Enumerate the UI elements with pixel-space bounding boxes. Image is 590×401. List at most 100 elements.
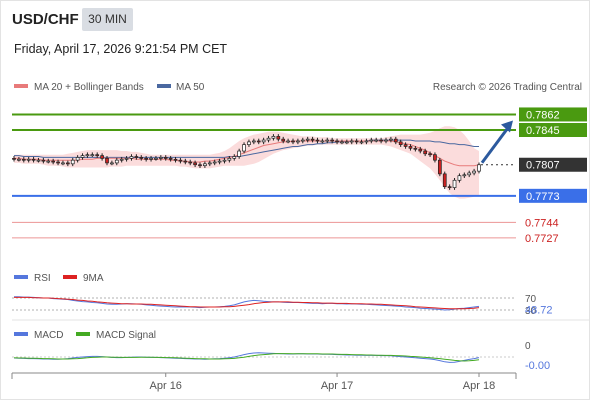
candle — [222, 159, 227, 162]
macd-zero-label: 0 — [525, 341, 531, 352]
candle — [359, 141, 364, 144]
candle — [188, 161, 193, 164]
candle — [291, 140, 295, 143]
candle — [17, 158, 21, 161]
candle — [26, 158, 31, 161]
level-label-0.7862: 0.7862 — [526, 109, 560, 121]
rsi-legend-swatch — [14, 275, 28, 279]
ma20-legend-swatch — [14, 84, 28, 88]
candle — [344, 141, 349, 144]
ma50-legend-swatch — [157, 84, 171, 88]
rsi-legend-label: RSI — [34, 273, 51, 284]
macd-value-label: -0.00 — [525, 360, 550, 372]
candle — [144, 157, 149, 160]
candle — [163, 157, 168, 159]
candle — [433, 154, 437, 161]
level-label-0.7773: 0.7773 — [526, 191, 560, 203]
candle — [198, 164, 202, 167]
candle — [447, 186, 452, 189]
level-tag-0.7845 — [519, 123, 587, 137]
candle — [369, 139, 374, 142]
candle — [477, 164, 481, 172]
candle — [437, 159, 442, 175]
rsi-level-label: 30 — [525, 306, 537, 317]
candle — [212, 161, 217, 164]
candle — [124, 157, 129, 160]
time-tick-label: Apr 16 — [150, 380, 182, 392]
macd-legend-swatch — [14, 332, 28, 336]
candle — [408, 146, 413, 149]
candle — [389, 138, 393, 141]
candle — [305, 138, 310, 141]
candle — [354, 140, 359, 143]
candle — [276, 136, 281, 140]
candle — [242, 144, 246, 152]
candle — [296, 140, 300, 143]
candle — [105, 157, 109, 164]
ma50-line — [14, 139, 479, 158]
candle — [330, 139, 335, 142]
candle — [310, 138, 315, 141]
rsi-line — [14, 296, 480, 311]
candle — [193, 162, 197, 166]
candle — [207, 162, 212, 165]
rsi-level-label: 70 — [525, 294, 537, 305]
candle — [428, 153, 432, 156]
candle — [398, 141, 403, 145]
candle — [256, 140, 261, 143]
rsi-ma-line — [14, 296, 480, 310]
symbol-title: USD/CHF — [12, 11, 79, 28]
candle — [349, 140, 354, 143]
macd-line — [13, 352, 480, 363]
macd-signal-line — [13, 353, 480, 362]
rsi-value-label: 48.72 — [525, 304, 553, 316]
candle — [139, 157, 144, 159]
candle — [335, 140, 339, 143]
candle — [423, 150, 428, 155]
candle — [36, 159, 41, 162]
candle — [65, 162, 70, 165]
candle — [119, 158, 124, 161]
time-tick-label: Apr 18 — [463, 380, 495, 392]
candle — [442, 173, 447, 188]
candle — [271, 136, 276, 139]
candle — [300, 139, 305, 142]
credit-text: Research © 2026 Trading Central — [433, 82, 582, 93]
candle — [61, 162, 65, 165]
candle — [95, 154, 100, 157]
time-axis: Apr 16 Apr 17 Apr 18 — [11, 372, 517, 392]
candle — [31, 158, 36, 161]
candle — [472, 170, 476, 174]
timeframe-badge[interactable]: 30 MIN — [82, 8, 133, 31]
candle — [168, 157, 173, 160]
candle — [457, 175, 462, 181]
price-panel: 0.7862 0.7845 0.7807 0.7773 0.7744 0.7727 — [12, 107, 587, 245]
candle — [217, 160, 222, 163]
candle — [261, 139, 266, 143]
candle — [12, 157, 16, 160]
time-tick-label: Apr 17 — [321, 380, 353, 392]
candle — [51, 160, 56, 163]
candle — [340, 141, 344, 144]
rsi-ma-legend-label: 9MA — [83, 273, 104, 284]
candle — [384, 139, 388, 142]
level-label-0.7807: 0.7807 — [526, 160, 560, 172]
candle — [46, 160, 51, 163]
level-tag-0.7862 — [519, 107, 587, 122]
candle — [379, 139, 383, 142]
candle — [183, 160, 188, 163]
candle — [315, 139, 320, 142]
candle — [21, 158, 26, 161]
candle — [41, 159, 46, 162]
candle — [281, 138, 286, 142]
macd-signal-legend-swatch — [76, 332, 90, 336]
candle — [251, 140, 256, 143]
macd-signal-legend-label: MACD Signal — [96, 330, 156, 341]
candle — [237, 150, 242, 157]
level-tag-0.7807 — [519, 157, 587, 172]
candle — [418, 148, 423, 152]
level-label-0.7744: 0.7744 — [525, 217, 559, 229]
forecast-arrow-shaft — [480, 125, 511, 164]
